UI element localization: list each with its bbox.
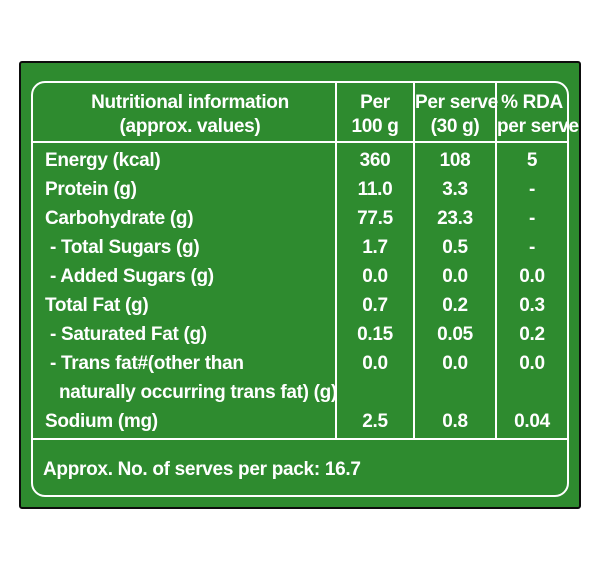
serves-per-pack: Approx. No. of serves per pack: 16.7 bbox=[43, 459, 361, 480]
row-rda: 5 bbox=[526, 150, 538, 171]
row-rda: 0.2 bbox=[519, 324, 545, 345]
row-label: Carbohydrate (g) bbox=[45, 208, 194, 229]
header-title: Nutritional information (approx. values) bbox=[91, 92, 289, 137]
row-per100: 1.7 bbox=[362, 237, 388, 258]
row-per100: 2.5 bbox=[362, 411, 388, 432]
row-per100: 0.0 bbox=[362, 266, 388, 287]
row-label: - Added Sugars (g) bbox=[45, 266, 214, 287]
row-perserve: 3.3 bbox=[442, 179, 468, 200]
header-divider bbox=[33, 141, 567, 143]
row-perserve: 0.0 bbox=[442, 266, 468, 287]
header-rda: % RDA per serve bbox=[497, 92, 579, 137]
row-label: - Trans fat#(other than bbox=[45, 353, 244, 374]
nutrition-panel: Nutritional information (approx. values)… bbox=[19, 61, 581, 509]
row-perserve: 0.05 bbox=[437, 324, 473, 345]
row-perserve: 108 bbox=[439, 150, 471, 171]
column-divider bbox=[495, 83, 497, 438]
row-perserve: 0.8 bbox=[442, 411, 468, 432]
header-per-100g: Per 100 g bbox=[351, 92, 399, 137]
row-rda: 0.0 bbox=[519, 353, 545, 374]
row-perserve: 23.3 bbox=[437, 208, 473, 229]
column-divider bbox=[335, 83, 337, 438]
row-label: Total Fat (g) bbox=[45, 295, 149, 316]
row-label-continued: naturally occurring trans fat) (g) bbox=[59, 382, 338, 403]
nutrition-table: Nutritional information (approx. values)… bbox=[31, 81, 579, 497]
row-rda: - bbox=[528, 179, 536, 200]
row-label: Energy (kcal) bbox=[45, 150, 161, 171]
row-per100: 0.15 bbox=[357, 324, 393, 345]
row-label: Protein (g) bbox=[45, 179, 137, 200]
row-rda: 0.04 bbox=[514, 411, 550, 432]
row-label: - Saturated Fat (g) bbox=[45, 324, 207, 345]
header-per-serve: Per serve (30 g) bbox=[415, 92, 498, 137]
row-label: - Total Sugars (g) bbox=[45, 237, 200, 258]
row-per100: 360 bbox=[359, 150, 391, 171]
row-rda: - bbox=[528, 208, 536, 229]
row-per100: 77.5 bbox=[357, 208, 393, 229]
footer-divider bbox=[33, 438, 567, 440]
row-perserve: 0.5 bbox=[442, 237, 468, 258]
row-rda: - bbox=[528, 237, 536, 258]
row-perserve: 0.0 bbox=[442, 353, 468, 374]
row-per100: 0.7 bbox=[362, 295, 388, 316]
row-label: Sodium (mg) bbox=[45, 411, 158, 432]
column-divider bbox=[413, 83, 415, 438]
row-rda: 0.0 bbox=[519, 266, 545, 287]
row-per100: 0.0 bbox=[362, 353, 388, 374]
row-perserve: 0.2 bbox=[442, 295, 468, 316]
row-rda: 0.3 bbox=[519, 295, 545, 316]
row-per100: 11.0 bbox=[357, 179, 393, 200]
